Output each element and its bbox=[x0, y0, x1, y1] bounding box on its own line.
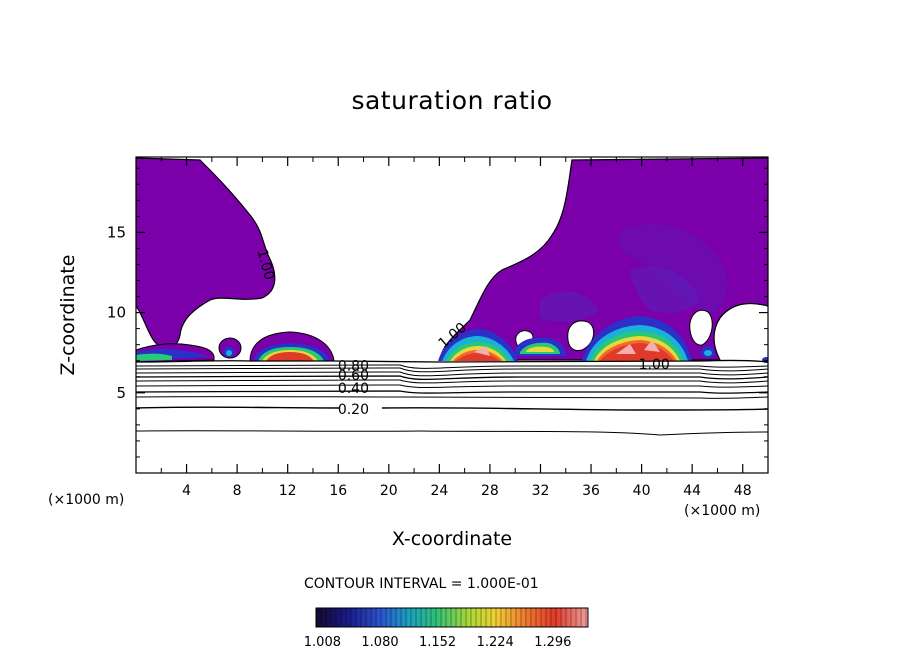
contour-label: 1.00 bbox=[253, 248, 277, 282]
field-layer bbox=[136, 157, 768, 436]
x-unit-label-left: (×1000 m) bbox=[48, 492, 125, 508]
left-cloud-green bbox=[136, 353, 172, 361]
x-unit-label-right: (×1000 m) bbox=[684, 503, 761, 519]
colorbar-stripes bbox=[315, 608, 587, 627]
x-tick-label: 28 bbox=[481, 483, 499, 499]
y-tick-label: 10 bbox=[107, 304, 126, 322]
x-tick-label: 32 bbox=[532, 483, 550, 499]
contour-label: 0.20 bbox=[338, 402, 369, 418]
colorbar-tick-label: 1.080 bbox=[361, 635, 398, 650]
colorbar-tick-labels: 1.008 1.080 1.152 1.224 1.296 bbox=[304, 635, 572, 650]
x-tick-label: 24 bbox=[430, 483, 448, 499]
y-tick-label: 5 bbox=[116, 384, 126, 402]
y-axis-ticks: 5 10 15 bbox=[107, 167, 768, 458]
x-tick-label: 4 bbox=[182, 483, 191, 499]
x-axis-ticks: 4 8 12 16 20 24 28 32 36 40 44 48 bbox=[160, 157, 752, 499]
contour-label: 0.60 bbox=[338, 368, 369, 384]
colorbar-tick-label: 1.296 bbox=[534, 635, 571, 650]
x-tick-label: 16 bbox=[329, 483, 347, 499]
contour-label: 0.40 bbox=[338, 381, 369, 397]
colorbar-tick-label: 1.224 bbox=[477, 635, 514, 650]
x-tick-label: 8 bbox=[233, 483, 242, 499]
x-tick-label: 40 bbox=[633, 483, 651, 499]
contour-interval-label: CONTOUR INTERVAL = 1.000E-01 bbox=[304, 576, 539, 592]
y-tick-label: 15 bbox=[107, 223, 126, 241]
contour-lines bbox=[136, 364, 768, 436]
colorbar-tick-label: 1.152 bbox=[419, 635, 456, 650]
x-axis-label: X-coordinate bbox=[391, 528, 513, 550]
x-tick-label: 36 bbox=[582, 483, 600, 499]
colorbar bbox=[315, 607, 589, 628]
x-tick-label: 48 bbox=[734, 483, 752, 499]
contour-label: 1.00 bbox=[639, 357, 670, 373]
contour-label: 0.80 bbox=[338, 359, 369, 375]
plot-frame bbox=[135, 156, 769, 474]
x-tick-label: 44 bbox=[683, 483, 701, 499]
colorbar-tick-label: 1.008 bbox=[304, 635, 341, 650]
x-tick-label: 20 bbox=[380, 483, 398, 499]
x-tick-label: 12 bbox=[279, 483, 297, 499]
chart-title: saturation ratio bbox=[351, 86, 553, 115]
